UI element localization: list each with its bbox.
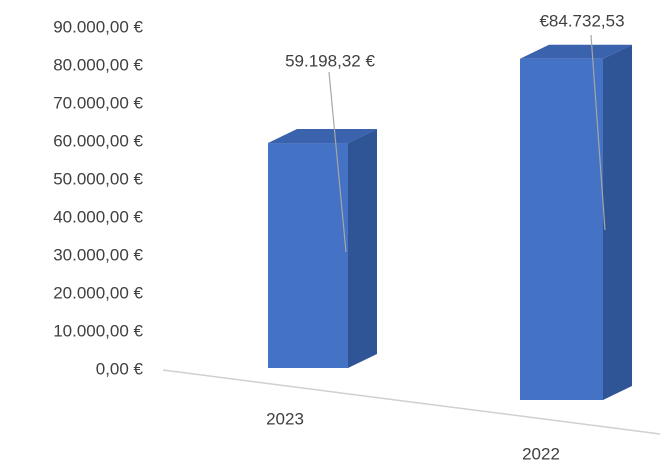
y-tick-label: 90.000,00 € [53, 17, 143, 36]
data-label: 59.198,32 € [285, 51, 375, 70]
leader-line [328, 71, 347, 253]
bar-side [603, 44, 632, 401]
y-tick-label: 70.000,00 € [53, 93, 143, 112]
y-tick-label: 80.000,00 € [53, 55, 143, 74]
floor-line [162, 369, 661, 435]
y-tick-label: 60.000,00 € [53, 131, 143, 150]
bar-side [348, 129, 377, 368]
data-label: €84.732,53 [539, 11, 624, 30]
y-tick-label: 20.000,00 € [53, 283, 143, 302]
bar-top [520, 44, 632, 59]
bar [520, 58, 603, 401]
y-tick-label: 0,00 € [96, 359, 144, 378]
y-tick-label: 10.000,00 € [53, 321, 143, 340]
y-tick-label: 40.000,00 € [53, 207, 143, 226]
y-tick-label: 30.000,00 € [53, 245, 143, 264]
leader-line [590, 34, 606, 231]
y-tick-label: 50.000,00 € [53, 169, 143, 188]
x-tick-label: 2022 [522, 444, 560, 463]
bar [268, 143, 348, 368]
x-tick-label: 2023 [266, 409, 304, 428]
bar-top [268, 129, 377, 144]
